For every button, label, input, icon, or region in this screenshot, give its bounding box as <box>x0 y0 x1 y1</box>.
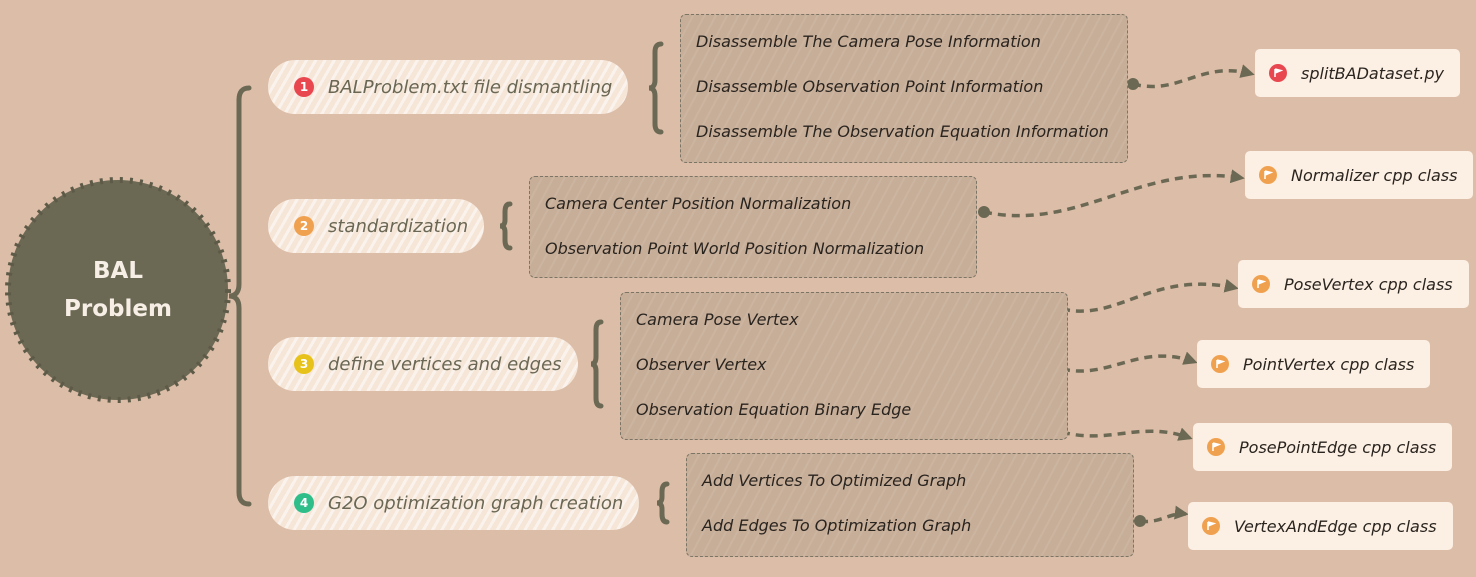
brace-branch-2 <box>499 201 513 251</box>
branch-3: 3 define vertices and edges <box>268 337 578 391</box>
number-badge-2: 2 <box>294 216 314 236</box>
arrow-to-tag-3 <box>1061 278 1239 313</box>
tag-6: VertexAndEdge cpp class <box>1188 502 1453 550</box>
main-brace <box>228 85 252 507</box>
item-1-1: Disassemble The Camera Pose Information <box>696 32 1041 51</box>
tag-label-4: PointVertex cpp class <box>1243 354 1415 374</box>
item-4-2: Add Edges To Optimization Graph <box>702 516 972 535</box>
tag-label-2: Normalizer cpp class <box>1291 165 1458 185</box>
root-node-shape <box>5 177 231 403</box>
tag-2: Normalizer cpp class <box>1245 151 1474 199</box>
tag-1: splitBADataset.py <box>1255 49 1460 97</box>
branch-label-4: G2O optimization graph creation <box>328 492 624 514</box>
tag-label-6: VertexAndEdge cpp class <box>1234 516 1437 536</box>
arrow-to-tag-2 <box>983 169 1245 218</box>
number-badge-3: 3 <box>294 354 314 374</box>
tag-3: PoseVertex cpp class <box>1238 260 1469 308</box>
flag-icon <box>1202 517 1220 535</box>
number-badge-4: 4 <box>294 493 314 513</box>
tag-label-5: PosePointEdge cpp class <box>1239 437 1437 457</box>
tag-label-1: splitBADataset.py <box>1301 63 1444 83</box>
root-label-line1: BAL <box>93 258 143 284</box>
item-1-2: Disassemble Observation Point Informatio… <box>696 77 1044 96</box>
number-badge-1: 1 <box>294 77 314 97</box>
item-3-3: Observation Equation Binary Edge <box>636 400 912 419</box>
tag-4: PointVertex cpp class <box>1197 340 1431 388</box>
item-2-2: Observation Point World Position Normali… <box>545 239 925 258</box>
flag-icon <box>1211 355 1229 373</box>
branch-2: 2 standardization <box>268 199 485 253</box>
item-3-1: Camera Pose Vertex <box>636 310 799 329</box>
items-box-2: Camera Center Position Normalization Obs… <box>529 176 977 278</box>
arrow-to-tag-1 <box>1132 64 1255 89</box>
branch-label-1: BALProblem.txt file dismantling <box>328 76 613 98</box>
flag-icon <box>1259 166 1277 184</box>
item-1-3: Disassemble The Observation Equation Inf… <box>696 122 1109 141</box>
brace-branch-3 <box>590 319 604 409</box>
tag-5: PosePointEdge cpp class <box>1193 423 1453 471</box>
root-label-line2: Problem <box>64 296 172 322</box>
arrow-to-tag-4 <box>1061 351 1198 373</box>
flag-icon <box>1207 438 1225 456</box>
root-node: BAL Problem <box>8 180 228 400</box>
flag-icon <box>1252 275 1270 293</box>
brace-branch-4 <box>656 481 670 525</box>
items-box-4: Add Vertices To Optimized Graph Add Edge… <box>686 453 1134 557</box>
branch-4: 4 G2O optimization graph creation <box>268 476 640 530</box>
arrow-to-tag-6 <box>1139 505 1189 524</box>
item-2-1: Camera Center Position Normalization <box>545 194 852 213</box>
tag-label-3: PoseVertex cpp class <box>1284 274 1453 294</box>
items-box-3: Camera Pose Vertex Observer Vertex Obser… <box>620 292 1068 440</box>
arrow-to-tag-5 <box>1061 427 1193 441</box>
branch-1: 1 BALProblem.txt file dismantling <box>268 60 629 114</box>
items-box-1: Disassemble The Camera Pose Information … <box>680 14 1128 163</box>
item-3-2: Observer Vertex <box>636 355 767 374</box>
branch-label-3: define vertices and edges <box>328 353 562 375</box>
brace-branch-1 <box>648 41 664 135</box>
branch-label-2: standardization <box>328 215 469 237</box>
item-4-1: Add Vertices To Optimized Graph <box>702 471 967 490</box>
flag-icon <box>1269 64 1287 82</box>
